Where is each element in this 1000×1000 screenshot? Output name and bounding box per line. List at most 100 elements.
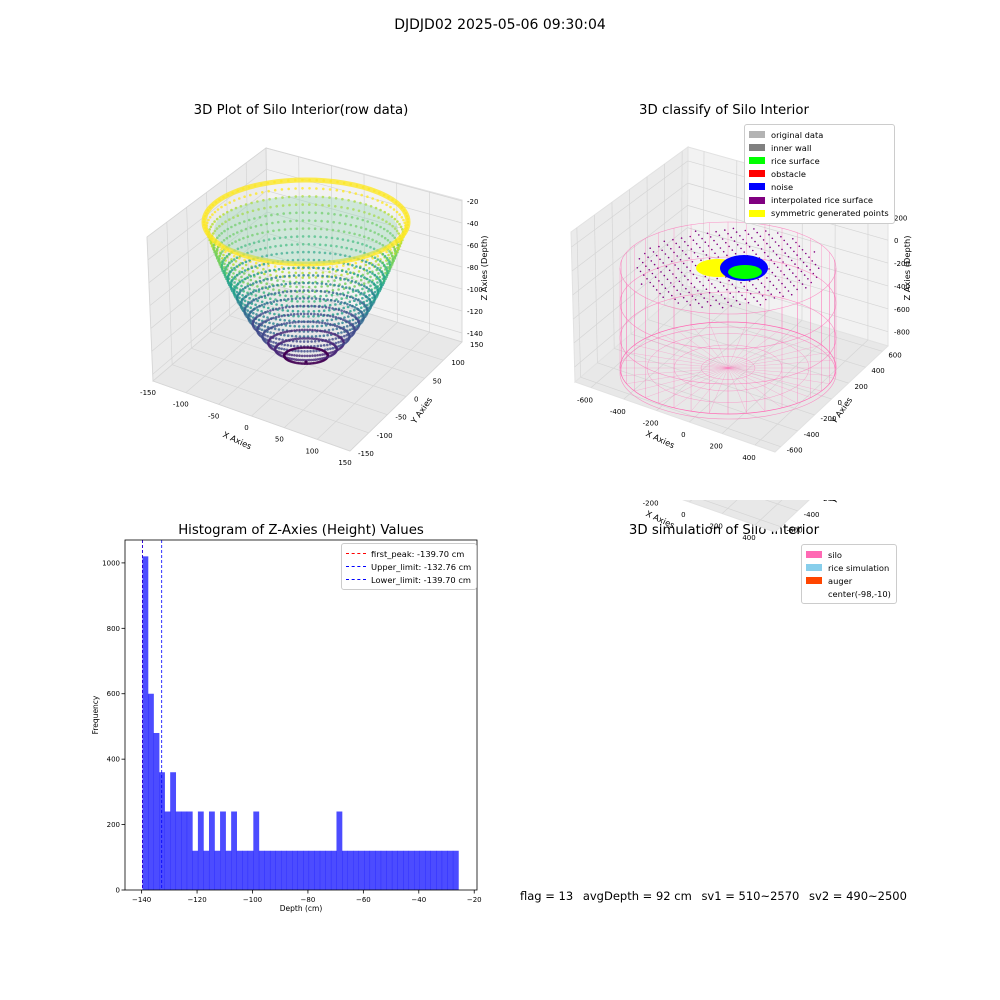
gridline [146, 147, 267, 238]
surface-point [364, 263, 368, 267]
surface-point [365, 286, 369, 289]
gridline [681, 151, 683, 291]
surface-point [326, 343, 329, 347]
surface-point [250, 250, 253, 253]
surface-point [318, 329, 322, 333]
surface-point [297, 337, 300, 341]
surface-point [270, 292, 273, 296]
histogram-bar [214, 850, 221, 890]
surface-point [381, 261, 384, 265]
surface-point [232, 263, 235, 266]
interpolated-point [792, 238, 794, 240]
surface-point [233, 275, 237, 279]
surface-point [279, 331, 283, 335]
surface-point [221, 269, 224, 273]
surface-point [292, 274, 296, 277]
surface-point [223, 256, 227, 260]
surface-point [376, 289, 380, 292]
interpolated-point [645, 265, 647, 268]
surface-point [354, 281, 357, 284]
surface-point [385, 269, 389, 273]
surface-point [279, 244, 283, 247]
surface-point [376, 281, 379, 284]
surface-point [268, 197, 271, 201]
surface-point [306, 328, 309, 332]
y-tick-label: -100 [377, 432, 393, 440]
legend-swatch [749, 196, 765, 204]
surface-point [244, 203, 248, 206]
surface-point [385, 259, 388, 262]
surface-point [243, 195, 246, 198]
surface-point [336, 237, 339, 240]
surface-point [231, 268, 234, 272]
interpolated-point [644, 252, 646, 255]
surface-point [293, 324, 297, 328]
surface-point [284, 236, 287, 239]
surface-point [373, 256, 377, 260]
legend-swatch [749, 131, 765, 139]
surface-point [379, 225, 382, 229]
surface-point [334, 303, 337, 306]
surface-point [320, 285, 323, 288]
surface-point [268, 311, 272, 315]
surface-point [218, 224, 221, 228]
surface-point [251, 209, 255, 213]
interpolated-point [784, 252, 786, 254]
surface-point [252, 273, 256, 277]
legend-label: noise [771, 181, 794, 192]
x-axis-label: X Axies [644, 508, 676, 530]
interpolated-point [740, 247, 742, 250]
surface-point [258, 264, 261, 267]
interpolated-point [670, 282, 672, 284]
surface-point [278, 337, 281, 341]
surface-point [281, 204, 285, 207]
interpolated-point [681, 284, 684, 286]
surface-point [359, 278, 363, 282]
surface-point [266, 277, 269, 281]
gridline [580, 376, 781, 448]
interpolated-point [672, 273, 674, 275]
surface-point [267, 306, 270, 310]
surface-point [228, 272, 231, 275]
surface-point [313, 300, 316, 303]
surface-point [368, 294, 371, 297]
histogram-bar [303, 850, 310, 890]
z-tick-label: -200 [894, 260, 910, 268]
surface-point [310, 337, 313, 340]
surface-point [331, 337, 334, 341]
legend-swatch [806, 590, 822, 597]
surface-point [241, 267, 244, 270]
surface-point [351, 318, 355, 322]
surface-point [390, 254, 394, 258]
surface-point [249, 193, 252, 197]
surface-point [307, 258, 310, 262]
surface-point [224, 259, 227, 262]
surface-point [306, 340, 310, 343]
surface-point [326, 284, 330, 288]
surface-point [280, 266, 284, 269]
surface-point [353, 272, 356, 276]
surface-point [269, 340, 273, 343]
interpolated-point [672, 238, 674, 241]
surface-point [262, 239, 266, 242]
surface-point [275, 205, 279, 208]
surface-point [215, 254, 218, 258]
surface-point [264, 270, 268, 274]
x-tick-label: -600 [577, 397, 593, 405]
surface-point [313, 295, 317, 298]
surface-point [373, 290, 377, 294]
surface-point [274, 337, 278, 340]
interpolated-point [680, 237, 683, 239]
surface-point [234, 223, 237, 227]
interpolated-point [700, 259, 702, 262]
surface-point [281, 331, 285, 334]
surface-point [258, 216, 262, 219]
x-tick-label: -200 [643, 420, 659, 428]
surface-point [272, 341, 275, 344]
interpolated-point [772, 250, 775, 252]
interpolated-point [755, 287, 757, 290]
legend-entry: Lower_limit: -139.70 cm [346, 573, 471, 586]
surface-point [230, 258, 233, 261]
surface-point [306, 312, 310, 316]
y-tick-label: -400 [804, 431, 820, 439]
